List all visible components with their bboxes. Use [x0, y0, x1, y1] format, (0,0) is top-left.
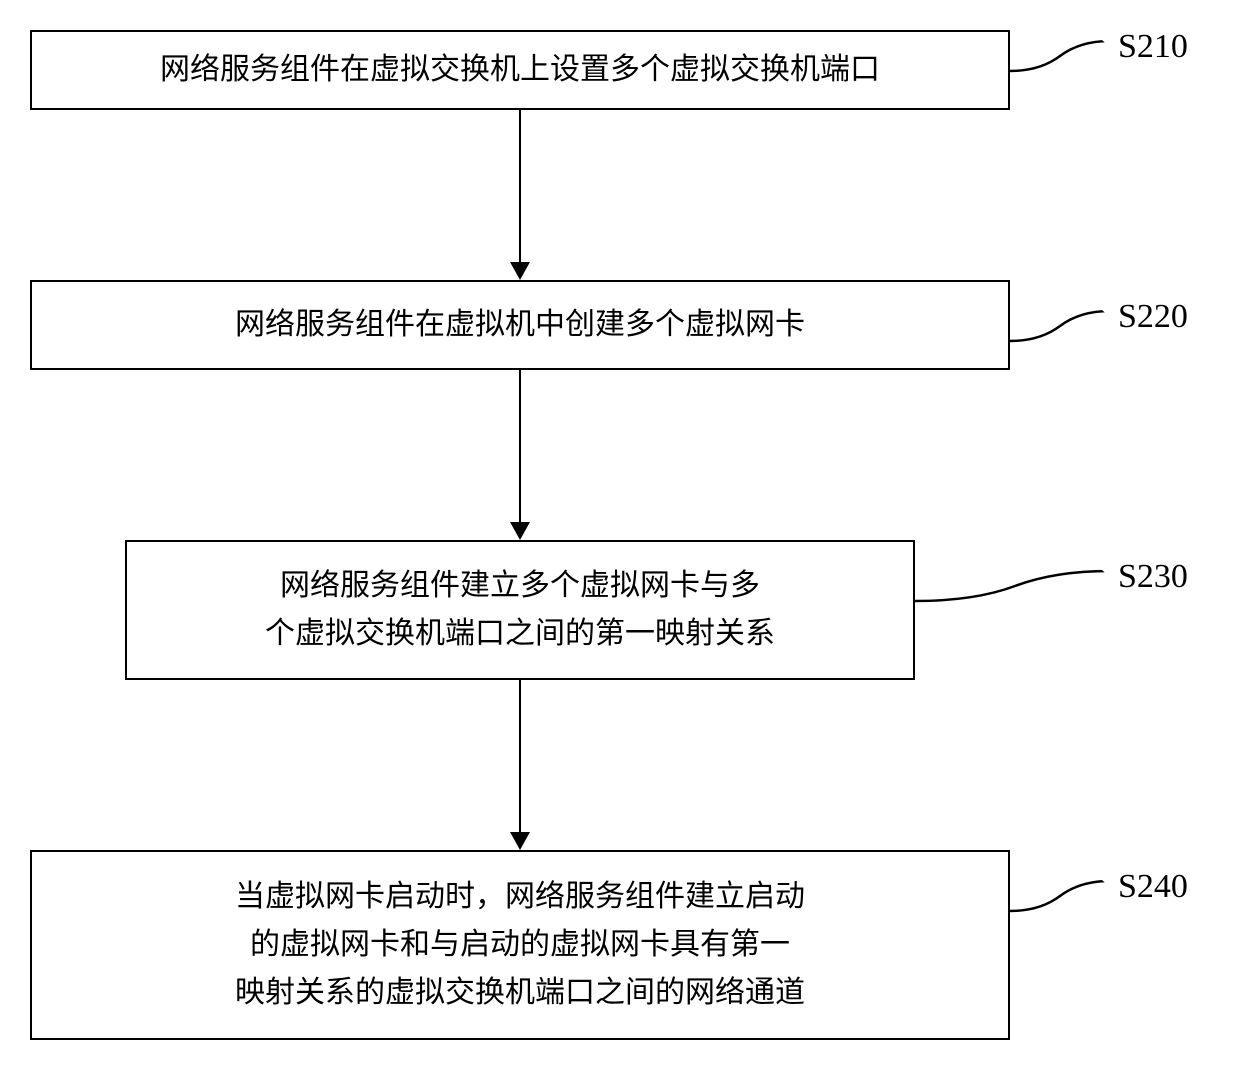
arrow-1: [519, 110, 521, 278]
step-text-s210: 网络服务组件在虚拟交换机上设置多个虚拟交换机端口: [160, 46, 880, 94]
step-text-s230: 网络服务组件建立多个虚拟网卡与多个虚拟交换机端口之间的第一映射关系: [265, 562, 775, 658]
step-box-s240: 当虚拟网卡启动时，网络服务组件建立启动的虚拟网卡和与启动的虚拟网卡具有第一映射关…: [30, 850, 1010, 1040]
step-box-s210: 网络服务组件在虚拟交换机上设置多个虚拟交换机端口: [30, 30, 1010, 110]
connector-s210: [1010, 36, 1110, 86]
connector-s220: [1010, 306, 1110, 356]
step-box-s220: 网络服务组件在虚拟机中创建多个虚拟网卡: [30, 280, 1010, 370]
flowchart-container: 网络服务组件在虚拟交换机上设置多个虚拟交换机端口 S210 网络服务组件在虚拟机…: [0, 0, 1240, 1078]
arrow-2: [519, 370, 521, 538]
connector-s230: [915, 566, 1110, 616]
step-label-s240: S240: [1118, 868, 1188, 906]
step-label-s230: S230: [1118, 558, 1188, 596]
step-label-s220: S220: [1118, 298, 1188, 336]
step-text-s220: 网络服务组件在虚拟机中创建多个虚拟网卡: [235, 301, 805, 349]
arrow-3: [519, 680, 521, 848]
step-text-s240: 当虚拟网卡启动时，网络服务组件建立启动的虚拟网卡和与启动的虚拟网卡具有第一映射关…: [235, 873, 805, 1017]
connector-s240: [1010, 876, 1110, 926]
step-label-s210: S210: [1118, 28, 1188, 66]
step-box-s230: 网络服务组件建立多个虚拟网卡与多个虚拟交换机端口之间的第一映射关系: [125, 540, 915, 680]
